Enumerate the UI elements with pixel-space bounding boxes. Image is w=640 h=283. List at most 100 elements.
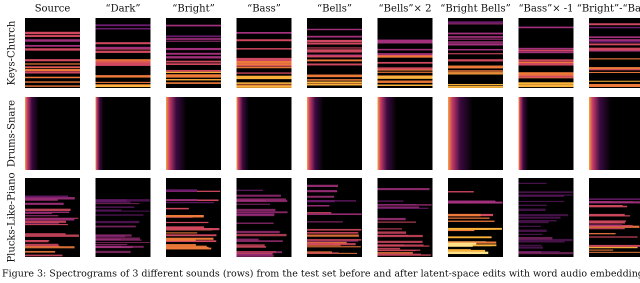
harmonic: [166, 75, 221, 78]
harmonic: [518, 72, 574, 75]
harmonic: [166, 35, 221, 37]
harmonic: [25, 208, 71, 211]
harmonic: [589, 39, 640, 41]
harmonic: [307, 204, 330, 207]
harmonic: [236, 203, 270, 205]
harmonic: [448, 191, 474, 193]
harmonic: [236, 65, 292, 67]
harmonic: [377, 200, 404, 202]
harmonic: [307, 184, 339, 187]
harmonic: [448, 48, 503, 51]
spectrogram: [307, 178, 362, 257]
spectrogram: [25, 97, 80, 170]
harmonic: [589, 80, 640, 82]
harmonic: [589, 244, 640, 247]
harmonic: [95, 209, 122, 211]
harmonic: [166, 60, 221, 63]
harmonic: [236, 77, 292, 80]
harmonic: [166, 228, 220, 231]
harmonic: [166, 56, 221, 59]
column-header: Source: [35, 4, 71, 15]
harmonic: [95, 62, 151, 65]
harmonic: [166, 71, 221, 74]
harmonic: [448, 53, 503, 55]
harmonic: [236, 39, 292, 42]
harmonic: [236, 253, 273, 256]
harmonic: [518, 220, 557, 222]
harmonic: [589, 43, 640, 46]
harmonic: [448, 36, 503, 38]
harmonic: [95, 250, 131, 254]
harmonic: [377, 217, 406, 221]
harmonic: [448, 32, 503, 35]
harmonic: [236, 254, 274, 257]
harmonic: [589, 198, 640, 200]
harmonic: [166, 199, 198, 202]
harmonic: [518, 49, 574, 52]
harmonic: [307, 190, 338, 193]
harmonic: [448, 65, 503, 68]
spectrogram: [518, 178, 574, 257]
harmonic: [307, 195, 335, 198]
harmonic: [589, 47, 640, 50]
harmonic: [236, 238, 259, 241]
harmonic: [95, 50, 151, 53]
harmonic: [307, 79, 362, 81]
spectrogram: [377, 97, 433, 170]
spectrogram: [95, 97, 151, 170]
harmonic: [377, 231, 407, 234]
row-label: Drums-Snare: [7, 100, 18, 167]
harmonic: [589, 84, 640, 87]
harmonic: [448, 213, 481, 217]
harmonic: [25, 215, 59, 217]
harmonic: [448, 21, 503, 24]
harmonic: [236, 82, 292, 84]
harmonic: [377, 71, 433, 73]
harmonic: [518, 62, 574, 65]
column-header: “Dark”: [105, 4, 140, 15]
harmonic: [95, 81, 151, 83]
harmonic: [448, 249, 471, 252]
harmonic: [589, 23, 640, 26]
harmonic: [166, 63, 221, 65]
harmonic: [166, 79, 221, 81]
harmonic: [377, 204, 432, 206]
harmonic: [589, 68, 640, 71]
harmonic: [448, 201, 503, 204]
harmonic: [307, 51, 362, 53]
harmonic: [25, 254, 63, 257]
column-header: “Bright”: [172, 4, 214, 15]
harmonic: [448, 85, 503, 88]
harmonic: [377, 247, 401, 250]
harmonic: [448, 217, 490, 219]
harmonic: [236, 211, 288, 214]
harmonic: [25, 48, 80, 51]
harmonic: [518, 63, 574, 66]
harmonic: [236, 84, 292, 86]
harmonic: [236, 189, 264, 192]
harmonic: [377, 240, 423, 243]
harmonic: [25, 218, 75, 221]
harmonic: [166, 247, 212, 250]
harmonic: [307, 234, 359, 237]
energy: [448, 97, 498, 170]
harmonic: [518, 236, 553, 240]
harmonic: [25, 220, 66, 223]
harmonic: [377, 245, 430, 247]
harmonic: [166, 189, 197, 192]
harmonic: [307, 74, 362, 77]
harmonic: [307, 212, 332, 214]
harmonic: [166, 232, 198, 234]
harmonic: [166, 246, 209, 249]
column-header: “Bells”: [317, 4, 352, 15]
harmonic: [518, 76, 574, 78]
harmonic: [166, 244, 196, 246]
harmonic: [448, 220, 495, 222]
harmonic: [589, 201, 640, 204]
harmonic: [307, 55, 362, 58]
harmonic: [166, 24, 221, 27]
energy: [377, 97, 416, 170]
spectrogram: [236, 178, 292, 257]
harmonic: [95, 237, 140, 240]
harmonic: [589, 71, 640, 73]
